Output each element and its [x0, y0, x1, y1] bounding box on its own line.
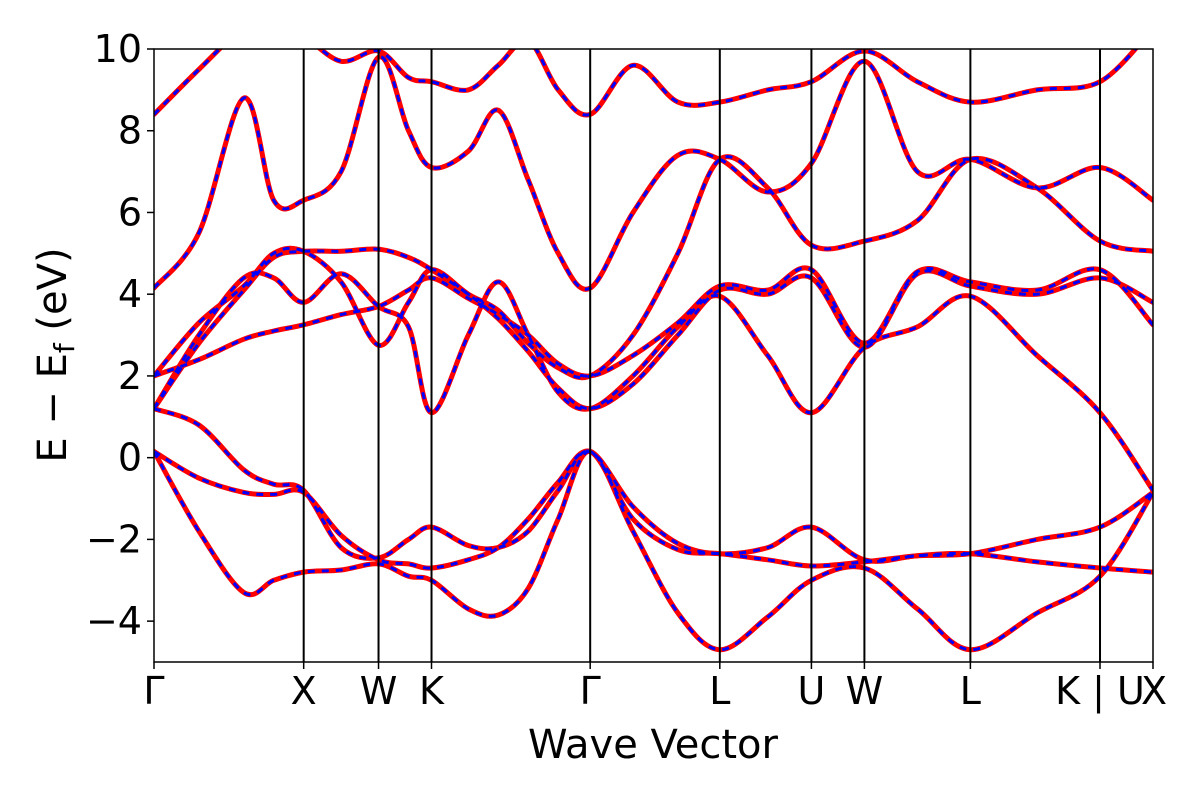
- y-axis-title-sub: f: [48, 342, 81, 353]
- x-tick-label-0: Γ: [143, 669, 164, 713]
- x-tick-label-5: L: [709, 669, 730, 713]
- y-tick-label-2: 0: [118, 436, 142, 480]
- x-tick-label-3: K: [419, 669, 445, 713]
- x-tick-label-8: L: [960, 669, 981, 713]
- x-tick-label-4: Γ: [580, 669, 601, 713]
- band-9-solid: [154, 49, 1139, 118]
- x-tick-label-7: W: [846, 669, 884, 713]
- x-tick-label-10: X: [1141, 669, 1167, 713]
- y-axis-title-main: E − E: [30, 353, 76, 463]
- y-axis-ticks: −4 −2 0 2 4 6 8 10: [86, 27, 154, 643]
- band-6-dashed: [154, 266, 1153, 378]
- svg-text:E − Ef (eV): E − Ef (eV): [30, 247, 81, 462]
- y-tick-label-0: −4: [86, 599, 142, 643]
- y-tick-label-1: −2: [86, 517, 142, 561]
- y-tick-label-5: 6: [118, 190, 142, 234]
- y-tick-label-7: 10: [94, 27, 142, 71]
- y-axis-title-unit: (eV): [30, 247, 76, 343]
- band-3-dashed: [154, 407, 1153, 574]
- high-symmetry-lines: [302, 49, 1102, 662]
- x-tick-label-1: X: [291, 669, 317, 713]
- y-tick-label-4: 4: [118, 272, 142, 316]
- x-tick-label-2: W: [360, 669, 398, 713]
- plot-frame: [153, 48, 1154, 663]
- x-tick-label-6: U: [798, 669, 826, 713]
- y-axis-title: E − Ef (eV): [30, 247, 81, 462]
- x-axis-title: Wave Vector: [528, 722, 779, 768]
- band-8-dashed: [154, 55, 1153, 291]
- x-tick-label-9: K | U: [1055, 669, 1145, 714]
- y-tick-label-3: 2: [118, 354, 142, 398]
- y-tick-label-6: 8: [118, 109, 142, 153]
